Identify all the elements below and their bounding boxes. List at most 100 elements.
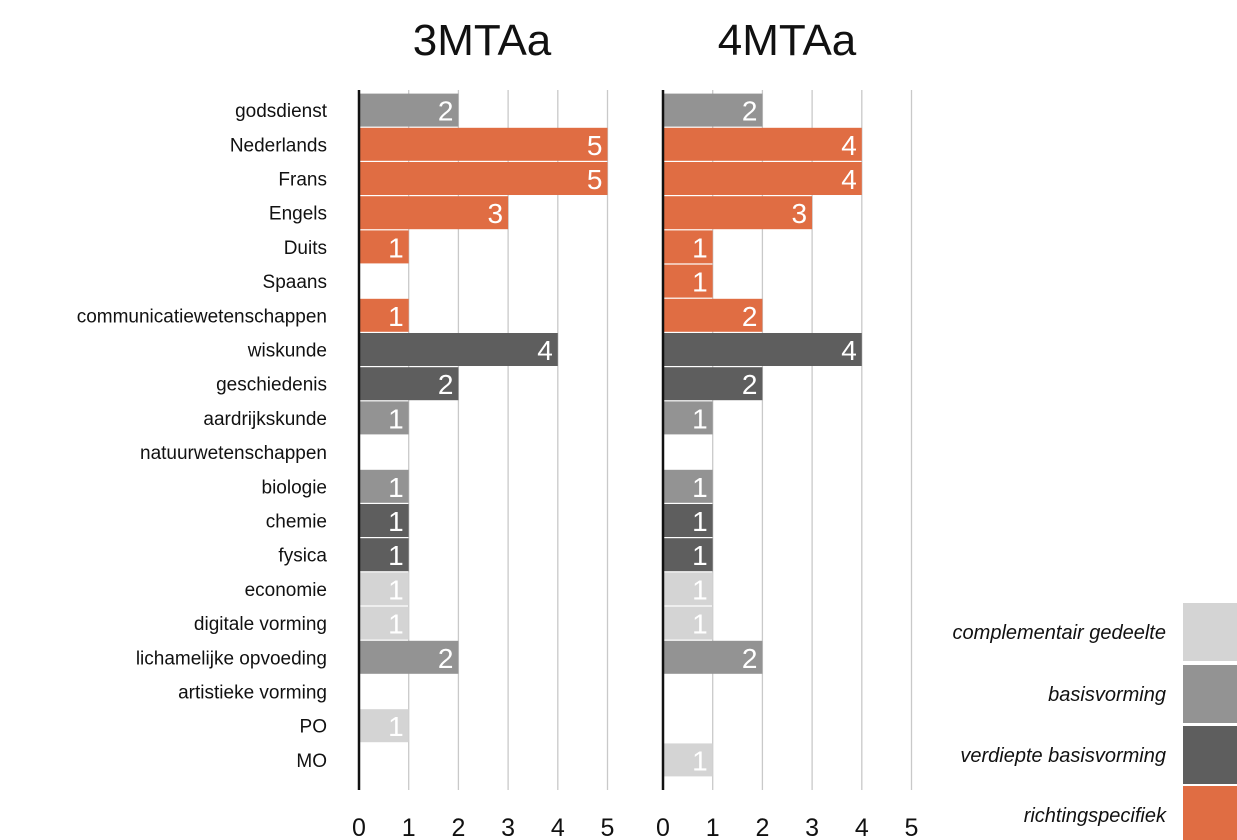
bar [663, 469, 713, 503]
x-tick-label: 4 [551, 814, 565, 840]
x-tick-label: 1 [402, 814, 416, 840]
category-label: Frans [278, 170, 327, 191]
x-tick-label: 3 [805, 814, 819, 840]
bar-value-label: 1 [692, 232, 708, 263]
bar-value-label: 1 [388, 574, 404, 605]
bar [359, 196, 509, 230]
bar [663, 538, 713, 572]
legend-label: complementair gedeelte [953, 622, 1166, 644]
bar-value-label: 1 [692, 403, 708, 434]
bar-value-label: 1 [388, 472, 404, 503]
legend: complementair gedeelte basisvorming verdie… [953, 603, 1237, 840]
category-label: lichamelijke opvoeding [136, 648, 327, 669]
category-label: communicatiewetenschappen [77, 306, 327, 327]
category-label: wiskunde [247, 341, 327, 362]
bar [663, 572, 713, 606]
bar [359, 127, 608, 161]
category-label: fysica [278, 546, 327, 567]
category-label: Nederlands [230, 135, 327, 156]
bar-value-label: 1 [692, 745, 708, 776]
bar-value-label: 2 [438, 369, 454, 400]
category-label: biologie [262, 477, 328, 498]
bar [663, 401, 713, 435]
x-tick-label: 2 [451, 814, 465, 840]
bar-value-label: 1 [692, 540, 708, 571]
bar [359, 538, 409, 572]
bar [359, 401, 409, 435]
bar [359, 572, 409, 606]
category-label: Spaans [263, 272, 327, 293]
bar [359, 333, 558, 366]
bar-value-label: 5 [587, 130, 603, 161]
bar [663, 298, 763, 332]
panel-title: 3MTAa [413, 16, 552, 65]
bar-value-label: 1 [388, 609, 404, 640]
x-tick-label: 1 [706, 814, 720, 840]
bar-value-label: 1 [388, 232, 404, 263]
category-label: geschiedenis [216, 375, 327, 396]
legend-swatch [1183, 786, 1237, 840]
legend-swatch [1183, 665, 1237, 723]
category-label: economie [245, 580, 327, 601]
legend-label: verdiepte basisvorming [960, 745, 1166, 767]
legend-swatch [1183, 726, 1237, 784]
bar-value-label: 2 [742, 369, 758, 400]
bar [359, 93, 459, 127]
bar-value-label: 1 [388, 403, 404, 434]
bar [663, 333, 862, 366]
bar [359, 640, 459, 674]
bar-value-label: 4 [537, 335, 553, 366]
category-label: natuurwetenschappen [140, 443, 327, 464]
x-tick-label: 0 [656, 814, 670, 840]
bar-value-label: 1 [692, 267, 708, 298]
bar-value-label: 1 [692, 472, 708, 503]
bar-value-label: 5 [587, 164, 603, 195]
bar [663, 230, 713, 264]
x-tick-label: 5 [601, 814, 615, 840]
category-label: godsdienst [235, 101, 328, 122]
bar-value-label: 1 [388, 301, 404, 332]
x-tick-label: 4 [855, 814, 869, 840]
bar-value-label: 1 [388, 711, 404, 742]
bar-value-label: 3 [488, 198, 504, 229]
legend-label: richtingspecifiek [1024, 805, 1167, 827]
bar [663, 162, 862, 195]
x-tick-label: 3 [501, 814, 515, 840]
bar-value-label: 2 [742, 643, 758, 674]
bar-value-label: 4 [841, 164, 857, 195]
bar [663, 367, 763, 401]
category-label: PO [300, 717, 327, 738]
bar-value-label: 4 [841, 130, 857, 161]
bar-value-label: 2 [438, 96, 454, 127]
bar-value-label: 2 [742, 96, 758, 127]
bar [359, 504, 409, 537]
bar [663, 196, 813, 230]
category-label: Duits [284, 238, 327, 259]
category-label: chemie [266, 512, 327, 533]
bar [359, 606, 409, 640]
category-label: aardrijkskunde [203, 409, 327, 430]
bar [663, 264, 713, 298]
category-label: MO [296, 751, 327, 772]
bar-value-label: 1 [692, 609, 708, 640]
x-tick-label: 5 [905, 814, 919, 840]
bar-value-label: 1 [388, 540, 404, 571]
bar [359, 298, 409, 332]
bar-value-label: 1 [692, 574, 708, 605]
category-label: digitale vorming [194, 614, 327, 635]
bar [359, 709, 409, 743]
panel-titles: 3MTAa 4MTAa [413, 16, 857, 65]
bar-value-label: 2 [438, 643, 454, 674]
bar [663, 640, 763, 674]
legend-swatch [1183, 603, 1237, 661]
bar [663, 606, 713, 640]
category-label: artistieke vorming [178, 683, 327, 704]
category-label: Engels [269, 204, 327, 225]
bar-value-label: 3 [792, 198, 808, 229]
category-labels: godsdienst Nederlands Frans Engels Duits Spaa… [77, 101, 328, 772]
bar [663, 743, 713, 777]
